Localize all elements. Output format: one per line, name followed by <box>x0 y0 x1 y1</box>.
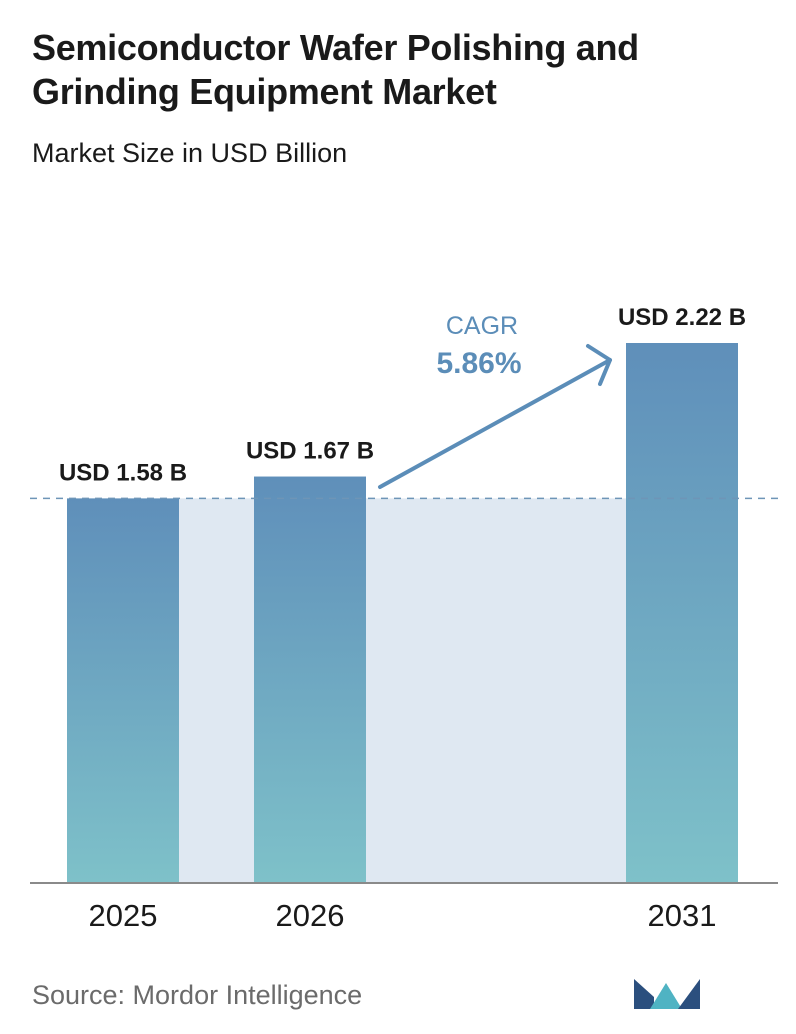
chart-subtitle: Market Size in USD Billion <box>32 138 348 168</box>
bar-2025 <box>67 498 179 882</box>
reference-band <box>179 498 254 882</box>
bar-2031 <box>626 343 738 882</box>
bar-2026 <box>254 476 366 882</box>
chart-title: Semiconductor Wafer Polishing and Grindi… <box>32 26 772 114</box>
cagr-value: 5.86% <box>436 347 521 380</box>
cagr-arrow <box>378 344 612 489</box>
value-label-2026: USD 1.67 B <box>246 438 374 465</box>
value-label-2025: USD 1.58 B <box>59 459 187 486</box>
tick-label-2031: 2031 <box>648 898 717 933</box>
tick-label-2025: 2025 <box>89 898 158 933</box>
cagr-arrow-head <box>586 344 612 386</box>
reference-band <box>366 498 626 882</box>
logo-shape-left <box>634 979 654 1009</box>
cagr-arrow-shaft <box>378 358 612 489</box>
cagr-label: CAGR <box>446 312 518 340</box>
value-label-2031: USD 2.22 B <box>618 304 746 331</box>
tick-label-2026: 2026 <box>276 898 345 933</box>
chart-title-line-1: Semiconductor Wafer Polishing and <box>32 27 639 68</box>
chart-title-line-2: Grinding Equipment Market <box>32 71 497 112</box>
logo-shape-right <box>678 979 700 1009</box>
mordor-intelligence-logo <box>634 979 700 1009</box>
logo-shape-middle <box>650 983 682 1009</box>
bar-chart: USD 1.58 B 2025 USD 1.67 B 2026 USD 2.22 B 20… <box>30 304 780 933</box>
source-credit: Source: Mordor Intelligence <box>32 980 363 1010</box>
